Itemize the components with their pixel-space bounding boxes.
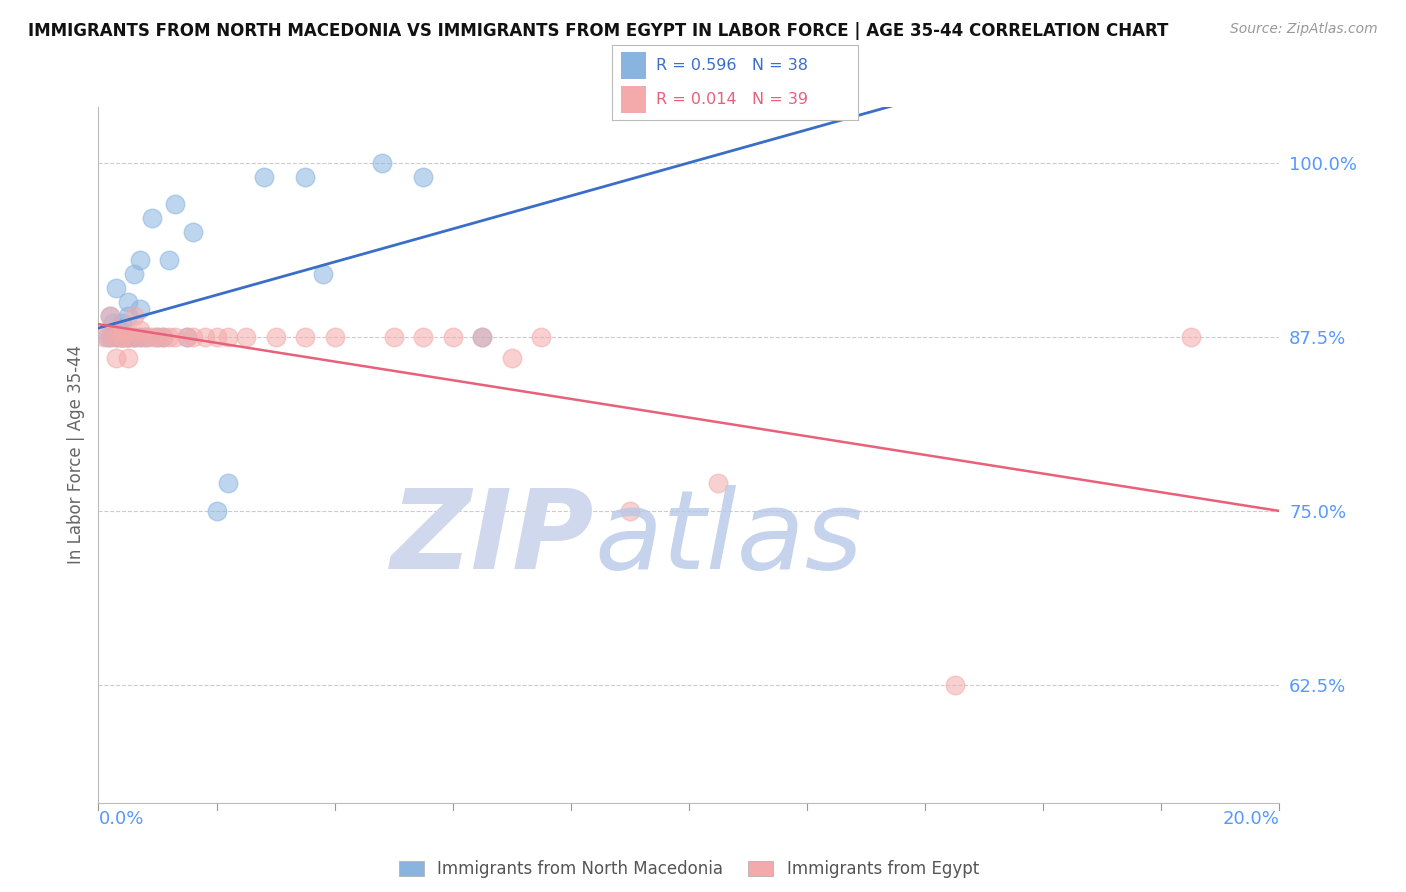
Point (146, 329, 169, 343)
Point (128, 329, 150, 343)
Point (128, 301, 150, 316)
Text: ZIP: ZIP (391, 485, 595, 592)
Legend: Immigrants from North Macedonia, Immigrants from Egypt: Immigrants from North Macedonia, Immigra… (392, 854, 986, 885)
Point (619, 503, 641, 517)
Point (471, 329, 494, 343)
Point (128, 253, 150, 268)
Point (1180, 329, 1202, 343)
Point (205, 329, 228, 343)
Point (194, 329, 217, 343)
Point (165, 197, 187, 211)
Point (530, 329, 553, 343)
Point (111, 316, 134, 330)
Text: 0.0%: 0.0% (98, 810, 143, 828)
Point (111, 329, 134, 343)
Point (105, 329, 128, 343)
Text: R = 0.596   N = 38: R = 0.596 N = 38 (655, 58, 808, 73)
Point (122, 329, 145, 343)
Text: 20.0%: 20.0% (1223, 810, 1279, 828)
Point (111, 323, 134, 337)
Point (471, 329, 494, 343)
Point (111, 329, 134, 343)
Point (122, 329, 145, 343)
Point (412, 169, 434, 184)
Point (122, 267, 145, 281)
Point (323, 329, 346, 343)
Point (152, 329, 174, 343)
Point (93, 329, 115, 343)
Point (135, 329, 157, 343)
Point (157, 329, 180, 343)
Point (105, 281, 128, 295)
Point (294, 329, 316, 343)
Text: R = 0.014   N = 39: R = 0.014 N = 39 (655, 92, 808, 107)
Point (98, 329, 121, 343)
Text: IMMIGRANTS FROM NORTH MACEDONIA VS IMMIGRANTS FROM EGYPT IN LABOR FORCE | AGE 35: IMMIGRANTS FROM NORTH MACEDONIA VS IMMIG… (28, 22, 1168, 40)
Point (412, 329, 434, 343)
Bar (621, 87, 647, 112)
Point (176, 329, 198, 343)
Point (108, 323, 131, 337)
Point (128, 323, 150, 337)
Point (141, 329, 163, 343)
Point (108, 329, 131, 343)
Point (117, 329, 139, 343)
Point (501, 351, 523, 365)
Point (105, 329, 128, 343)
Point (441, 329, 464, 343)
Point (117, 329, 139, 343)
Point (312, 267, 335, 281)
Point (111, 329, 134, 343)
Point (157, 253, 180, 268)
Point (135, 329, 157, 343)
Point (371, 155, 394, 169)
Point (235, 329, 257, 343)
Point (217, 475, 239, 490)
Point (707, 475, 730, 490)
Text: atlas: atlas (595, 485, 863, 592)
Point (98, 329, 121, 343)
Point (117, 351, 139, 365)
Point (165, 329, 187, 343)
Point (122, 309, 145, 323)
Point (96, 329, 118, 343)
Point (181, 329, 204, 343)
Point (152, 329, 174, 343)
Point (181, 225, 204, 239)
Point (264, 329, 287, 343)
Point (217, 329, 239, 343)
Point (128, 329, 150, 343)
Point (105, 351, 128, 365)
Point (98, 309, 121, 323)
Point (253, 169, 276, 184)
Point (176, 329, 198, 343)
Point (98, 309, 121, 323)
Text: Source: ZipAtlas.com: Source: ZipAtlas.com (1230, 22, 1378, 37)
Point (382, 329, 405, 343)
Y-axis label: In Labor Force | Age 35-44: In Labor Force | Age 35-44 (66, 345, 84, 565)
Point (122, 329, 145, 343)
Point (111, 329, 134, 343)
Point (103, 316, 125, 330)
Point (117, 329, 139, 343)
Point (114, 329, 136, 343)
Point (205, 503, 228, 517)
Point (294, 169, 316, 184)
Point (146, 329, 169, 343)
Point (117, 294, 139, 309)
Point (117, 309, 139, 323)
Point (141, 211, 163, 226)
Point (943, 677, 966, 691)
Bar (621, 52, 647, 78)
